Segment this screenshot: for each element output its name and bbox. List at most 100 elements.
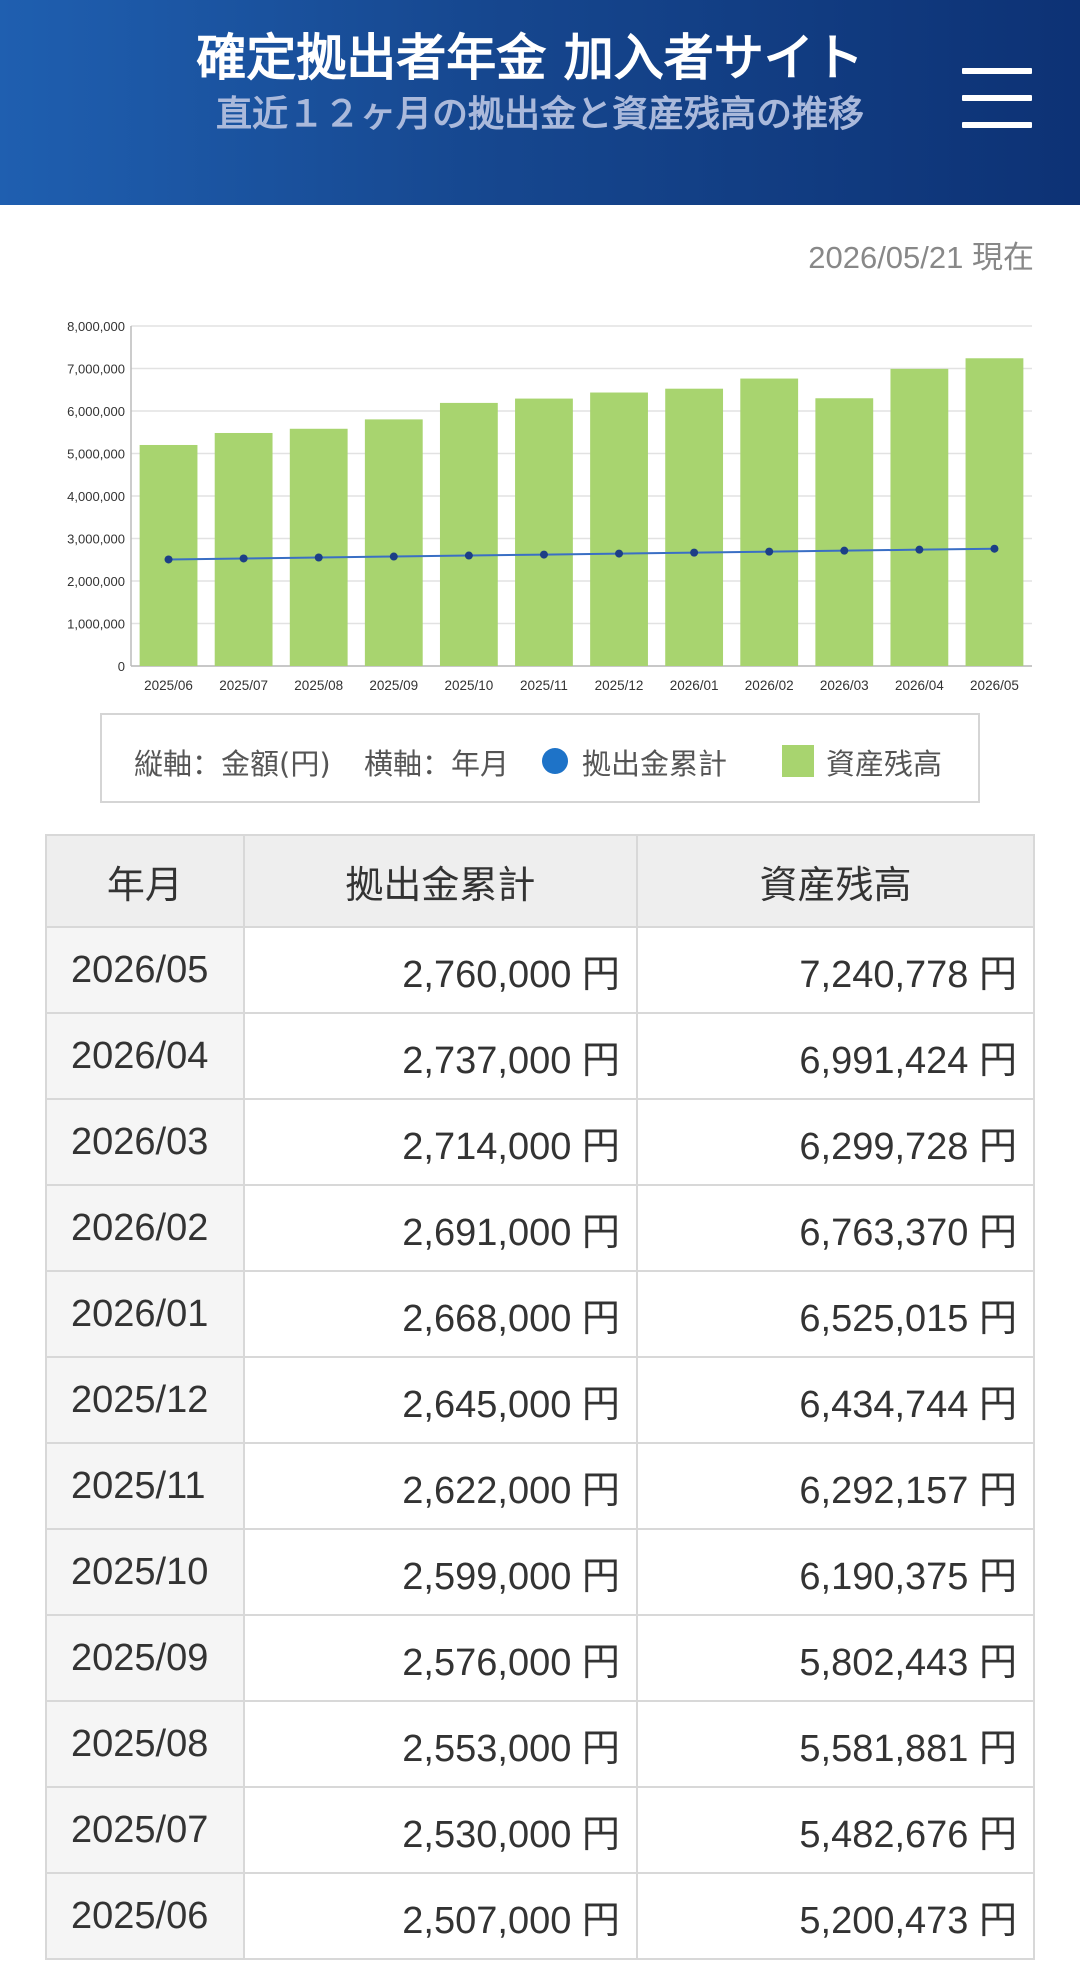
cell-month: 2026/03	[45, 1098, 245, 1186]
x-tick-label: 2026/01	[670, 678, 719, 693]
bar	[214, 432, 273, 666]
cell-month: 2025/06	[45, 1872, 245, 1960]
table-row: 2025/09 2,576,000 円 5,802,443 円	[45, 1614, 1036, 1702]
cell-month: 2025/09	[45, 1614, 245, 1702]
bar	[590, 392, 648, 666]
line-point	[840, 546, 849, 555]
y-tick-label: 1,000,000	[67, 617, 125, 632]
cell-contribution: 2,553,000 円	[242, 1700, 638, 1788]
x-tick-label: 2025/10	[444, 678, 493, 693]
cell-month: 2025/11	[45, 1442, 245, 1530]
bar	[515, 398, 573, 666]
x-tick-label: 2025/08	[294, 678, 343, 693]
table-row: 2026/04 2,737,000 円 6,991,424 円	[45, 1012, 1036, 1100]
cell-contribution: 2,691,000 円	[242, 1184, 638, 1272]
cell-balance: 5,482,676 円	[635, 1786, 1036, 1874]
table-row: 2025/10 2,599,000 円 6,190,375 円	[45, 1528, 1036, 1616]
cell-contribution: 2,576,000 円	[242, 1614, 638, 1702]
bar	[815, 398, 874, 666]
cell-contribution: 2,737,000 円	[242, 1012, 638, 1100]
cell-month: 2025/10	[45, 1528, 245, 1616]
line-point	[239, 554, 248, 563]
line-point	[765, 547, 774, 556]
x-tick-label: 2025/06	[144, 678, 193, 693]
menu-bar-bottom	[962, 122, 1032, 128]
cell-month: 2026/04	[45, 1012, 245, 1100]
x-tick-label: 2025/07	[219, 678, 268, 693]
cell-balance: 5,200,473 円	[635, 1872, 1036, 1960]
x-tick-label: 2026/03	[820, 678, 869, 693]
bar	[965, 358, 1024, 666]
cell-contribution: 2,507,000 円	[242, 1872, 638, 1960]
y-tick-label: 3,000,000	[67, 532, 125, 547]
cell-contribution: 2,622,000 円	[242, 1442, 638, 1530]
hamburger-menu-icon[interactable]	[958, 66, 1036, 130]
table-row: 2025/06 2,507,000 円 5,200,473 円	[45, 1872, 1036, 1960]
line-point	[990, 544, 999, 553]
cell-balance: 5,802,443 円	[635, 1614, 1036, 1702]
legend-line-label: 拠出金累計	[582, 747, 728, 781]
legend-line-marker-icon	[542, 748, 568, 774]
legend-bar-label: 資産残高	[826, 747, 943, 781]
table-row: 2026/05 2,760,000 円 7,240,778 円	[45, 926, 1036, 1014]
x-tick-label: 2026/04	[895, 678, 944, 693]
cell-month: 2026/02	[45, 1184, 245, 1272]
column-header-balance: 資産残高	[635, 834, 1036, 928]
y-tick-label: 2,000,000	[67, 574, 125, 589]
cell-contribution: 2,714,000 円	[242, 1098, 638, 1186]
site-header: 確定拠出者年金 加入者サイト 直近１２ヶ月の拠出金と資産残高の推移	[0, 0, 1080, 205]
bar	[439, 402, 498, 666]
y-tick-label: 5,000,000	[67, 447, 125, 462]
cell-balance: 6,991,424 円	[635, 1012, 1036, 1100]
table-row: 2026/01 2,668,000 円 6,525,015 円	[45, 1270, 1036, 1358]
y-tick-label: 7,000,000	[67, 362, 125, 377]
chart-legend: 縦軸：金額(円) 横軸：年月 拠出金累計 資産残高	[100, 713, 980, 803]
cell-contribution: 2,645,000 円	[242, 1356, 638, 1444]
line-point	[615, 549, 624, 558]
bar	[289, 428, 348, 666]
line-point	[464, 551, 473, 560]
cell-balance: 6,434,744 円	[635, 1356, 1036, 1444]
line-point	[164, 555, 173, 564]
as-of-date: 2026/05/21 現在	[808, 240, 1034, 275]
series-line	[168, 547, 995, 561]
bar	[665, 388, 724, 666]
table-header-row: 年月 拠出金累計 資産残高	[45, 834, 1036, 928]
y-tick-label: 0	[118, 659, 125, 674]
balance-chart: 0 1,000,000 2,000,000 3,000,000 4,000,000 5,0…	[28, 310, 1048, 710]
table-row: 2025/08 2,553,000 円 5,581,881 円	[45, 1700, 1036, 1788]
page-subtitle: 直近１２ヶ月の拠出金と資産残高の推移	[215, 94, 864, 135]
line-point	[539, 550, 548, 559]
cell-month: 2026/01	[45, 1270, 245, 1358]
cell-contribution: 2,760,000 円	[242, 926, 638, 1014]
cell-month: 2025/08	[45, 1700, 245, 1788]
history-table: 年月 拠出金累計 資産残高 2026/05 2,760,000 円 7,240,77…	[45, 834, 1036, 1960]
y-tick-label: 8,000,000	[67, 319, 125, 334]
menu-bar-top	[962, 68, 1032, 74]
cell-balance: 6,292,157 円	[635, 1442, 1036, 1530]
menu-bar-middle	[962, 95, 1032, 101]
cell-balance: 6,299,728 円	[635, 1098, 1036, 1186]
cell-contribution: 2,530,000 円	[242, 1786, 638, 1874]
line-point	[314, 553, 323, 562]
cell-balance: 7,240,778 円	[635, 926, 1036, 1014]
table-row: 2026/02 2,691,000 円 6,763,370 円	[45, 1184, 1036, 1272]
line-point	[389, 552, 398, 561]
table-row: 2025/07 2,530,000 円 5,482,676 円	[45, 1786, 1036, 1874]
cell-balance: 6,190,375 円	[635, 1528, 1036, 1616]
table-row: 2025/12 2,645,000 円 6,434,744 円	[45, 1356, 1036, 1444]
x-tick-label: 2026/05	[970, 678, 1019, 693]
cell-balance: 5,581,881 円	[635, 1700, 1036, 1788]
bar	[364, 419, 423, 666]
legend-y-axis-label: 縦軸：金額(円)	[134, 747, 331, 781]
x-tick-label: 2025/12	[595, 678, 644, 693]
legend-x-axis-label: 横軸：年月	[364, 747, 510, 781]
cell-contribution: 2,668,000 円	[242, 1270, 638, 1358]
y-tick-label: 6,000,000	[67, 404, 125, 419]
bar	[890, 368, 949, 666]
y-tick-label: 4,000,000	[67, 489, 125, 504]
cell-month: 2025/07	[45, 1786, 245, 1874]
cell-month: 2025/12	[45, 1356, 245, 1444]
table-row: 2025/11 2,622,000 円 6,292,157 円	[45, 1442, 1036, 1530]
bar	[740, 378, 799, 666]
